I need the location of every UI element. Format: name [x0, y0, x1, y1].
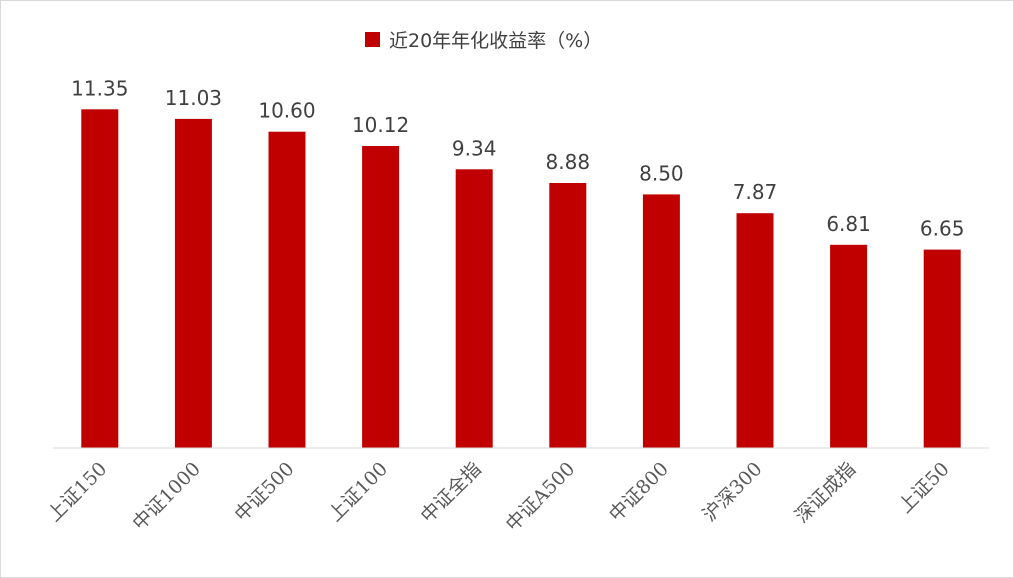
bar-6: [642, 194, 680, 448]
data-label-8: 6.81: [826, 212, 871, 236]
x-tick-label-3: 上证100: [324, 458, 392, 526]
x-tick-label-1: 中证1000: [128, 458, 205, 535]
tick-labels: 上证150 中证1000 中证500 上证100 中证全指 中证A500 中证800 沪深30…: [43, 458, 953, 536]
data-label-5: 8.88: [546, 150, 591, 174]
data-labels: 11.35 11.03 10.60 10.12 9.34 8.88 8.50 7.87 6.81…: [71, 76, 964, 240]
bar-3: [362, 146, 400, 448]
x-tick-label-7: 沪深300: [698, 458, 766, 526]
data-label-2: 10.60: [258, 99, 315, 123]
data-label-3: 10.12: [352, 113, 409, 137]
bar-1: [174, 118, 212, 449]
x-tick-label-8: 深证成指: [791, 458, 860, 527]
bar-4: [455, 169, 493, 449]
data-label-6: 8.50: [639, 161, 684, 185]
data-label-9: 6.65: [920, 217, 965, 241]
data-label-4: 9.34: [452, 136, 497, 160]
x-tick-label-6: 中证800: [605, 458, 673, 526]
legend: 近20年年化收益率（%）: [365, 30, 602, 52]
x-tick-label-4: 中证全指: [416, 458, 485, 527]
x-tick-label-5: 中证A500: [502, 458, 580, 536]
bars: [81, 109, 961, 449]
bar-7: [736, 213, 774, 448]
x-tick-label-0: 上证150: [43, 458, 111, 526]
data-label-1: 11.03: [165, 86, 222, 110]
legend-swatch: [365, 32, 380, 47]
x-tick-label-2: 中证500: [230, 458, 298, 526]
bar-0: [81, 109, 119, 449]
x-tick-label-9: 上证50: [894, 458, 954, 518]
legend-label: 近20年年化收益率（%）: [389, 30, 602, 52]
bar-8: [830, 244, 868, 448]
bar-5: [549, 183, 587, 448]
bar-2: [268, 131, 306, 448]
data-label-0: 11.35: [71, 76, 128, 100]
data-label-7: 7.87: [733, 180, 778, 204]
bar-9: [923, 249, 961, 448]
